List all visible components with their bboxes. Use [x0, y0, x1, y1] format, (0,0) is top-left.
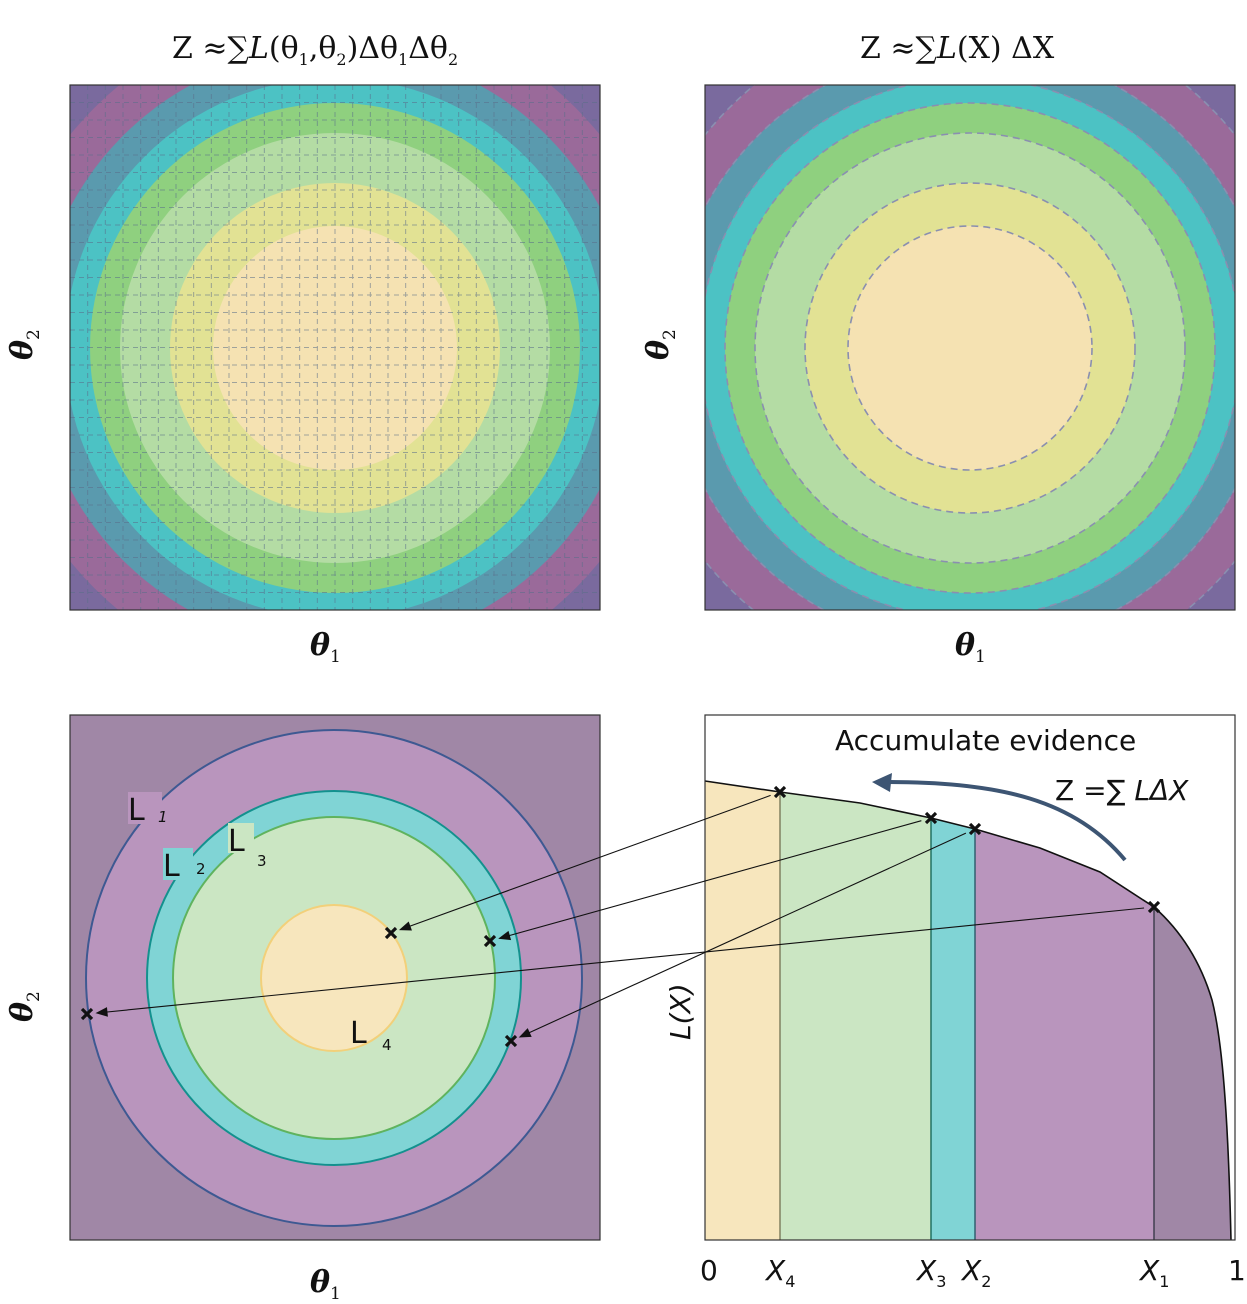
- title-prefix: Z ≈∑: [860, 31, 938, 66]
- title-top-right: Z ≈∑L(X) ΔX: [860, 31, 1055, 66]
- axes-frame-bottom-right: [704, 714, 1236, 1241]
- xlabel-sym: θ: [310, 1265, 330, 1300]
- region-dark: [1154, 907, 1231, 1240]
- ylabel-sub: 2: [24, 329, 44, 340]
- ylabel-bottom-right: L(X): [664, 983, 697, 1040]
- mapping-arrow-line: [96, 907, 1145, 1014]
- mapping-arrow-head: [518, 1028, 532, 1038]
- svg-text:3: 3: [257, 852, 267, 870]
- mapping-arrow-line: [400, 794, 771, 931]
- sample-marker: [968, 822, 982, 836]
- mapping-arrow-head: [399, 921, 412, 931]
- ylabel-bottom-left: θ2: [5, 991, 44, 1022]
- region-dividers: [779, 792, 1155, 1240]
- contour-label-L3: L 3: [228, 823, 267, 870]
- title-top-left: Z ≈∑L(θ1,θ2)Δθ1Δθ2: [172, 31, 458, 69]
- accumulate-arrow: [872, 773, 1127, 862]
- region-teal: [931, 818, 975, 1240]
- ylabel-top-right: θ2: [641, 329, 680, 360]
- xtick-0: 0: [700, 1254, 718, 1287]
- title-sub1: 1: [299, 50, 309, 69]
- title-prefix: Z ≈∑: [172, 31, 250, 66]
- mapping-arrow-line: [519, 832, 967, 1038]
- axes-frame-top-right: [704, 84, 1236, 611]
- xtick-X3: X3: [915, 1254, 946, 1291]
- panel-bottom-right: Accumulate evidence Z =∑ LΔX L(X) 0 X4 X…: [664, 714, 1246, 1291]
- formula-prefix: Z =∑: [1055, 774, 1134, 807]
- sample-markers: [80, 785, 1161, 1048]
- svg-text:L: L: [228, 824, 245, 859]
- panel-top-left: Z ≈∑L(θ1,θ2)Δθ1Δθ2 θ1 θ2: [5, 31, 601, 667]
- sample-marker: [384, 926, 398, 940]
- xlabel-sub: 1: [330, 1284, 341, 1304]
- mapping-arrow-head: [95, 1007, 108, 1017]
- contour-L4: [260, 904, 408, 1052]
- svg-text:2: 2: [196, 860, 206, 878]
- annotation-text: Accumulate evidence: [835, 724, 1136, 757]
- contour-lines: [705, 85, 1235, 610]
- formula-rest: LΔX: [1134, 774, 1189, 807]
- xlabel-sub: 1: [975, 647, 986, 667]
- ylabel-sub: 2: [660, 329, 680, 340]
- xtick-labels: 0 X4 X3 X2 X1 1: [700, 1254, 1246, 1291]
- contour-bands-top-right: [705, 85, 1235, 610]
- xlabel-bottom-left: θ1: [310, 1265, 341, 1304]
- title-sub2: 2: [336, 50, 346, 69]
- xlabel-top-left: θ1: [310, 628, 341, 667]
- xtick-1: 1: [1228, 1254, 1246, 1287]
- contour-bands-top-left: [70, 85, 600, 610]
- title-L: L: [248, 31, 269, 66]
- ylabel-top-left: θ2: [5, 329, 44, 360]
- xtick-X2: X2: [960, 1254, 991, 1291]
- xlabel-sym: θ: [955, 628, 975, 663]
- sample-marker: [1147, 900, 1161, 914]
- contour-label-L1: L 1: [128, 792, 168, 828]
- svg-text:L: L: [163, 849, 180, 884]
- mapping-arrows: [95, 794, 1145, 1038]
- sample-marker: [773, 785, 787, 799]
- title-close: )Δθ: [347, 31, 398, 66]
- svg-text:1: 1: [158, 808, 168, 826]
- mapping-arrow-head: [498, 930, 512, 941]
- svg-text:L: L: [128, 793, 145, 828]
- axes-frame-top-left: [69, 84, 601, 611]
- title-args: (θ: [269, 31, 299, 66]
- likelihood-curve: [704, 780, 1232, 1241]
- rect-grid: [70, 85, 600, 610]
- ylabel-sym: θ: [641, 340, 676, 360]
- contour-label-L2: L 2: [163, 848, 206, 884]
- title-sub4: 2: [448, 50, 458, 69]
- xtick-X4: X4: [764, 1254, 795, 1291]
- title-L: L: [936, 31, 957, 66]
- panel-bottom-left: L 1 L 2 L 3 L 4 θ1 θ2: [5, 714, 601, 1304]
- svg-text:L: L: [350, 1016, 367, 1051]
- region-purple: [975, 829, 1154, 1240]
- evidence-formula: Z =∑ LΔX: [1055, 774, 1189, 807]
- xlabel-sub: 1: [330, 647, 341, 667]
- title-sub3: 1: [398, 50, 408, 69]
- region-yellow: [705, 781, 780, 1240]
- title-comma: ,θ: [309, 31, 337, 66]
- axes-frame-bottom-left: [69, 714, 601, 1241]
- xlabel-top-right: θ1: [955, 628, 986, 667]
- svg-text:4: 4: [382, 1036, 392, 1054]
- title-rest: (X) ΔX: [957, 31, 1055, 66]
- panel-top-right: Z ≈∑L(X) ΔX θ1 θ2: [641, 31, 1236, 667]
- sample-marker: [80, 1007, 94, 1021]
- mapping-arrow-line: [499, 820, 922, 939]
- sample-marker: [504, 1034, 518, 1048]
- title-mid: Δθ: [408, 31, 448, 66]
- contour-label-L4: L 4: [350, 1016, 392, 1054]
- ylabel-sub: 2: [24, 991, 44, 1002]
- ylabel-sym: θ: [5, 340, 40, 360]
- region-green: [780, 792, 931, 1240]
- sample-marker: [924, 811, 938, 825]
- ylabel-sym: θ: [5, 1002, 40, 1022]
- xlabel-sym: θ: [310, 628, 330, 663]
- xtick-X1: X1: [1138, 1254, 1169, 1291]
- sample-marker: [483, 934, 497, 948]
